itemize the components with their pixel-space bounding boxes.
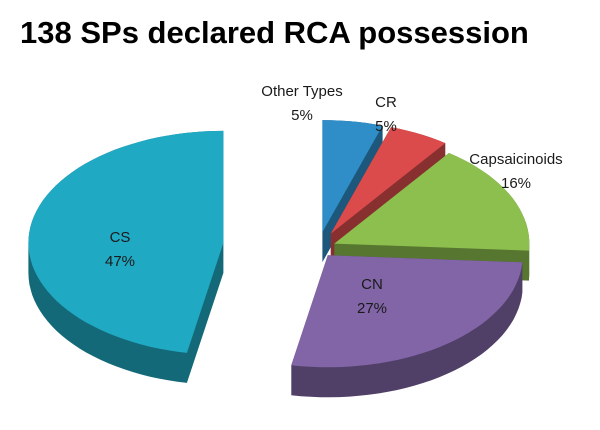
slice-label: CN — [361, 276, 383, 293]
slice-value-label: 27% — [357, 300, 387, 317]
slice-top — [322, 120, 383, 233]
slice-top — [330, 127, 446, 234]
slice-top — [334, 153, 530, 251]
slice-top — [28, 130, 224, 353]
slice-label: Capsaicinoids — [469, 151, 562, 168]
slice-value-label: 47% — [105, 253, 135, 270]
slice — [28, 130, 224, 383]
slice-label: CS — [110, 229, 131, 246]
slice — [291, 255, 523, 398]
slice-label: Other Types — [261, 83, 342, 100]
slice-value-label: 16% — [501, 175, 531, 192]
slice-value-label: 5% — [375, 118, 397, 135]
slice-value-label: 5% — [291, 107, 313, 124]
slice-top — [291, 255, 523, 368]
chart-title: 138 SPs declared RCA possession — [20, 15, 529, 50]
slice — [334, 153, 530, 281]
slice-label: CR — [375, 94, 397, 111]
